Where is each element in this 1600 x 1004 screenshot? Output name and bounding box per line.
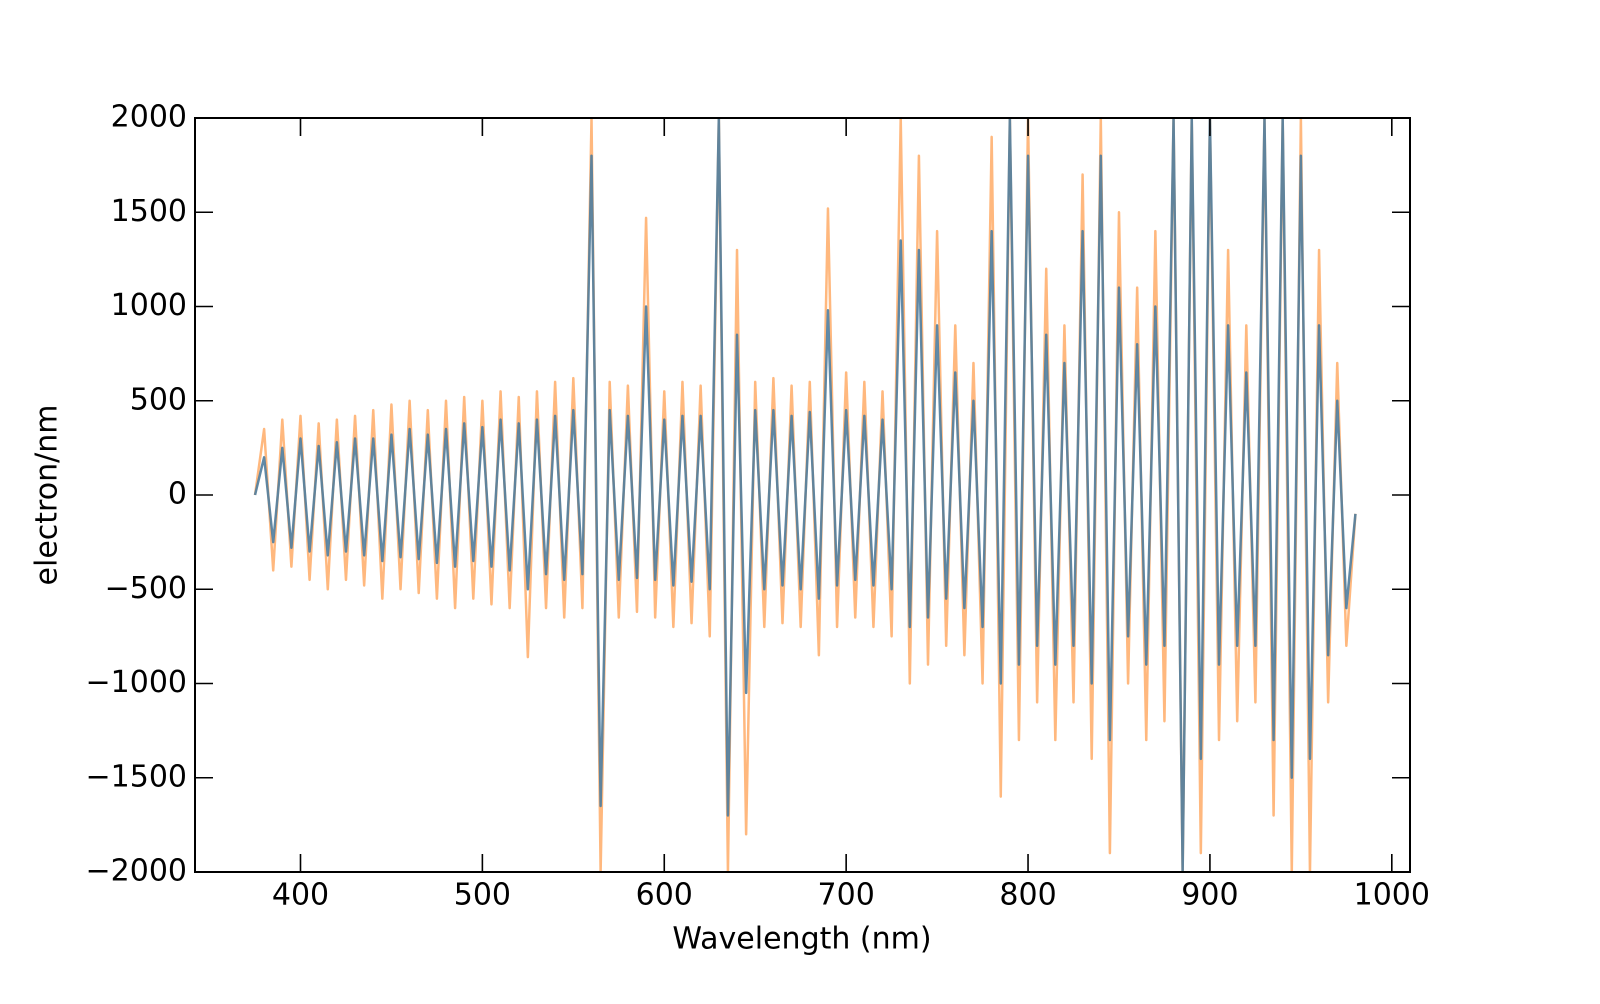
x-tick-label: 800: [999, 878, 1056, 913]
y-tick-label: 1000: [111, 288, 187, 323]
x-tick-label: 900: [1181, 878, 1238, 913]
x-axis-label: Wavelength (nm): [672, 922, 931, 957]
y-tick-label: −500: [105, 571, 187, 606]
x-tick-label: 400: [272, 878, 329, 913]
y-tick-label: 2000: [111, 100, 187, 135]
x-tick-label: 600: [636, 878, 693, 913]
x-tick-label: 700: [818, 878, 875, 913]
y-tick-label: 500: [130, 382, 187, 417]
y-axis-label: electron/nm: [30, 405, 65, 586]
x-tick-label: 1000: [1354, 878, 1430, 913]
y-tick-label: −1500: [86, 759, 187, 794]
y-tick-label: 1500: [111, 194, 187, 229]
y-tick-label: 0: [168, 477, 187, 512]
y-tick-label: −2000: [86, 854, 187, 889]
x-tick-label: 500: [454, 878, 511, 913]
plot-data: [253, 118, 1357, 872]
y-tick-label: −1000: [86, 665, 187, 700]
series-line: [253, 118, 1357, 872]
